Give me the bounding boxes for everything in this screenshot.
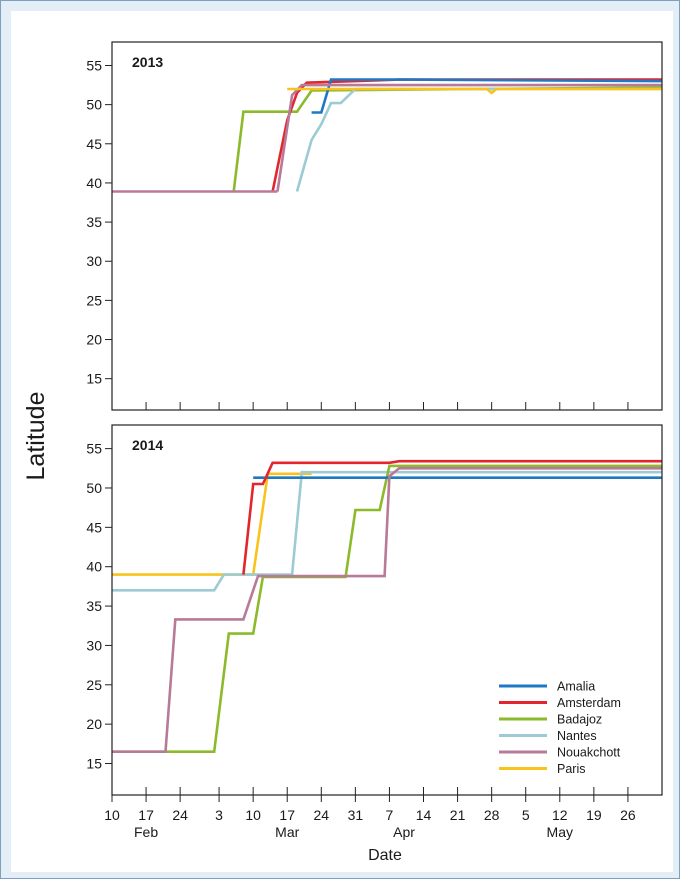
x-axis: 10 17 24 3 10 17 24 31 7 14 21 28 5 12 19 26 Feb Mar Apr Ma… (104, 795, 636, 840)
y-tick-label: 30 (86, 637, 102, 653)
month-label: Feb (134, 824, 158, 840)
chart-panels: 15 20 25 30 35 40 45 50 55 2013 15 20 25 30 35 40 45 50 55… (86, 41, 663, 796)
x-tick-label: 31 (348, 807, 364, 823)
legend-label: Amalia (557, 680, 595, 694)
legend: Amalia Amsterdam Badajoz Nantes Nouakchott Pa… (499, 680, 621, 776)
y-tick-label: 15 (86, 756, 102, 772)
y-tick-label: 55 (86, 57, 102, 73)
x-tick-label: 21 (450, 807, 466, 823)
series-line-nouakchott (112, 466, 662, 754)
y-axis-title: Latitude (22, 392, 50, 481)
y-tick-label: 35 (86, 598, 102, 614)
plot-frame (111, 41, 663, 411)
series-line-amsterdam (242, 459, 662, 575)
y-tick-label: 15 (86, 371, 102, 387)
y-tick-label: 20 (86, 332, 102, 348)
x-tick-label: 14 (416, 807, 432, 823)
x-tick-label: 17 (279, 807, 295, 823)
x-tick-label: 10 (245, 807, 261, 823)
y-tick-label: 45 (86, 519, 102, 535)
month-label: Mar (275, 824, 299, 840)
series-line-amalia (311, 78, 663, 114)
x-tick-label: 17 (138, 807, 154, 823)
x-tick-label: 24 (314, 807, 330, 823)
y-tick-label: 45 (86, 136, 102, 152)
x-tick-label: 3 (215, 807, 223, 823)
figure-card: Latitude Date 15 20 25 30 35 40 45 50 55 2013 15 20… (11, 11, 673, 872)
x-axis-title: Date (368, 847, 402, 864)
y-tick-label: 55 (86, 441, 102, 457)
legend-label: Badajoz (557, 713, 602, 727)
x-tick-label: 10 (104, 807, 120, 823)
panel-2013: 15 20 25 30 35 40 45 50 55 2013 (86, 41, 663, 411)
legend-label: Amsterdam (557, 696, 621, 710)
legend-label: Paris (557, 762, 585, 776)
series-line-nantes (112, 470, 662, 592)
month-label: Apr (393, 824, 415, 840)
series-line-paris (112, 472, 312, 576)
x-tick-label: 24 (172, 807, 188, 823)
legend-label: Nantes (557, 729, 597, 743)
y-tick-label: 20 (86, 716, 102, 732)
y-tick-label: 40 (86, 175, 102, 191)
y-tick-label: 35 (86, 214, 102, 230)
y-tick-label: 30 (86, 253, 102, 269)
y-tick-label: 50 (86, 480, 102, 496)
series-line-nantes (295, 87, 662, 192)
y-tick-label: 50 (86, 97, 102, 113)
month-label: May (547, 824, 573, 840)
series-line-badajoz (232, 86, 663, 192)
x-tick-label: 26 (620, 807, 636, 823)
x-tick-label: 12 (552, 807, 568, 823)
series-line-nouakchott (276, 83, 662, 192)
x-tick-label: 7 (386, 807, 394, 823)
legend-label: Nouakchott (557, 746, 621, 760)
series-line-paris (287, 87, 662, 95)
y-tick-label: 25 (86, 677, 102, 693)
x-tick-label: 28 (484, 807, 500, 823)
x-tick-label: 5 (522, 807, 530, 823)
y-tick-label: 40 (86, 559, 102, 575)
x-tick-label: 19 (586, 807, 602, 823)
series-line-amsterdam (271, 78, 662, 192)
panel-title: 2014 (132, 437, 163, 453)
panel-title: 2013 (132, 54, 163, 70)
plot-frame (111, 424, 663, 796)
panel-2014: 15 20 25 30 35 40 45 50 55 2014 (86, 424, 663, 796)
y-tick-label: 25 (86, 292, 102, 308)
